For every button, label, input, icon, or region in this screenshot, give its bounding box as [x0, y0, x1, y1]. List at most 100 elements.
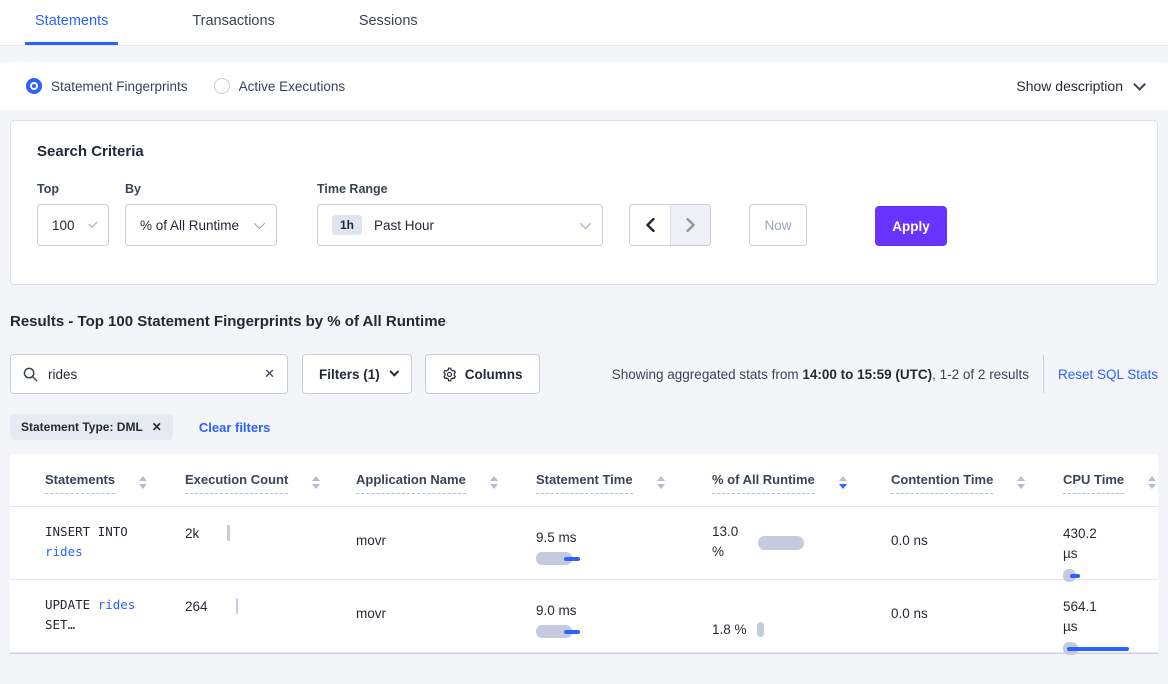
results-heading: Results - Top 100 Statement Fingerprints… — [10, 313, 446, 330]
execution-count-cell: 264 — [185, 580, 356, 656]
time-range-value: Past Hour — [374, 217, 435, 233]
filter-chip-row: Statement Type: DML ✕ Clear filters — [10, 414, 1158, 440]
search-input[interactable] — [48, 366, 255, 382]
sort-icon[interactable] — [489, 476, 498, 489]
gear-icon — [442, 367, 456, 381]
time-range-label: Time Range — [317, 182, 388, 196]
top-select-value: 100 — [52, 217, 75, 233]
time-range-arrows — [629, 204, 711, 246]
col-header-execution-count[interactable]: Execution Count — [185, 454, 356, 506]
tab-sessions[interactable]: Sessions — [358, 13, 418, 29]
chevron-down-icon — [1133, 77, 1146, 91]
col-header-cpu-time[interactable]: CPU Time — [1063, 454, 1158, 506]
by-field: By % of All Runtime — [125, 182, 277, 246]
statement-cell: UPDATE rides SET… — [45, 597, 136, 632]
columns-button[interactable]: Columns — [424, 354, 540, 394]
columns-button-label: Columns — [464, 366, 523, 382]
view-toggle-bar: Statement Fingerprints Active Executions… — [0, 62, 1168, 110]
view-radio-group: Statement Fingerprints Active Executions — [26, 78, 345, 94]
statement-time-bar — [536, 552, 596, 566]
radio-active-executions[interactable]: Active Executions — [213, 78, 346, 94]
reset-sql-stats-link[interactable]: Reset SQL Stats — [1057, 366, 1158, 382]
filters-button[interactable]: Filters (1) — [302, 354, 412, 394]
pct-runtime-cell: 13.0 % — [712, 507, 891, 583]
filter-chip-label: Statement Type: DML — [21, 420, 143, 434]
search-icon — [23, 367, 38, 381]
execution-count-bar — [235, 598, 239, 614]
chevron-down-icon — [389, 366, 400, 377]
time-range-field: Time Range 1h Past Hour — [317, 182, 603, 246]
cpu-time-bar — [1063, 642, 1133, 656]
cpu-time-bar — [1063, 569, 1099, 583]
show-description-toggle[interactable]: Show description — [1016, 77, 1146, 94]
table-header-row: Statements Execution Count Application N… — [10, 454, 1158, 507]
table-row: INSERT INTO rides 2k movr 9.5 ms 13.0 % … — [10, 507, 1158, 583]
time-range-select[interactable]: 1h Past Hour — [317, 204, 603, 246]
col-header-application-name[interactable]: Application Name — [356, 454, 536, 506]
pct-runtime-cell: 1.8 % — [712, 580, 891, 656]
by-label: By — [125, 182, 141, 196]
radio-label: Statement Fingerprints — [51, 78, 188, 94]
col-header-contention-time[interactable]: Contention Time — [891, 454, 1063, 506]
statements-table: Statements Execution Count Application N… — [10, 454, 1158, 656]
pct-runtime-bar — [756, 621, 764, 637]
chevron-down-icon — [87, 218, 98, 229]
statement-time-bar — [536, 625, 596, 639]
radio-selected-icon — [26, 78, 42, 94]
chevron-down-icon — [579, 217, 592, 230]
col-header-statements[interactable]: Statements — [45, 454, 185, 506]
statement-cell: INSERT INTO rides — [45, 524, 128, 559]
statement-time-cell: 9.0 ms — [536, 580, 712, 656]
filters-button-label: Filters (1) — [319, 366, 380, 382]
chevron-right-icon — [685, 218, 695, 232]
by-select-value: % of All Runtime — [140, 217, 240, 233]
time-range-prev-button[interactable] — [630, 205, 670, 245]
statement-link[interactable]: rides — [97, 597, 136, 612]
sort-icon[interactable] — [139, 476, 148, 489]
sort-icon-active-desc[interactable] — [838, 476, 847, 489]
contention-time-cell: 0.0 ns — [891, 606, 928, 621]
contention-time-cell: 0.0 ns — [891, 533, 928, 548]
pct-runtime-bar — [758, 536, 804, 550]
sort-icon[interactable] — [1017, 476, 1026, 489]
divider — [1042, 355, 1044, 393]
sort-icon[interactable] — [656, 476, 665, 489]
search-criteria-title: Search Criteria — [37, 143, 144, 160]
clear-search-icon[interactable]: ✕ — [264, 366, 275, 381]
chevron-down-icon — [253, 217, 266, 230]
radio-label: Active Executions — [238, 78, 346, 94]
by-select[interactable]: % of All Runtime — [125, 204, 277, 246]
radio-unselected-icon — [213, 78, 230, 94]
cpu-time-cell: 564.1 µs — [1063, 580, 1158, 656]
col-header-pct-runtime[interactable]: % of All Runtime — [712, 454, 891, 506]
tab-statements[interactable]: Statements — [25, 0, 119, 45]
now-button[interactable]: Now — [749, 204, 807, 246]
top-label: Top — [37, 182, 59, 196]
filter-chip-statement-type: Statement Type: DML ✕ — [10, 414, 173, 440]
execution-count-cell: 2k — [185, 507, 356, 583]
search-box[interactable]: ✕ — [10, 354, 288, 394]
time-range-badge: 1h — [332, 215, 363, 235]
time-range-next-button[interactable] — [670, 205, 710, 245]
tab-transactions[interactable]: Transactions — [192, 13, 275, 29]
stats-summary: Showing aggregated stats from 14:00 to 1… — [611, 366, 1029, 382]
clear-filters-link[interactable]: Clear filters — [198, 419, 271, 435]
top-tab-bar: Statements Transactions Sessions — [0, 0, 1168, 46]
col-header-statement-time[interactable]: Statement Time — [536, 454, 712, 506]
application-name-cell: movr — [356, 533, 386, 548]
show-description-label: Show description — [1016, 78, 1123, 94]
top-field: Top 100 — [37, 182, 109, 246]
statement-link[interactable]: rides — [45, 544, 83, 559]
radio-statement-fingerprints[interactable]: Statement Fingerprints — [26, 78, 188, 94]
table-row: UPDATE rides SET… 264 movr 9.0 ms 1.8 % … — [10, 580, 1158, 656]
chevron-left-icon — [645, 218, 655, 232]
execution-count-bar — [227, 525, 230, 541]
results-controls-row: ✕ Filters (1) Columns Showing aggregated… — [10, 354, 1158, 394]
top-select[interactable]: 100 — [37, 204, 109, 246]
statement-time-cell: 9.5 ms — [536, 507, 712, 583]
remove-filter-icon[interactable]: ✕ — [151, 420, 162, 434]
sort-icon[interactable] — [312, 476, 321, 489]
sort-icon[interactable] — [1148, 476, 1157, 489]
cpu-time-cell: 430.2 µs — [1063, 507, 1158, 583]
apply-button[interactable]: Apply — [875, 206, 947, 246]
